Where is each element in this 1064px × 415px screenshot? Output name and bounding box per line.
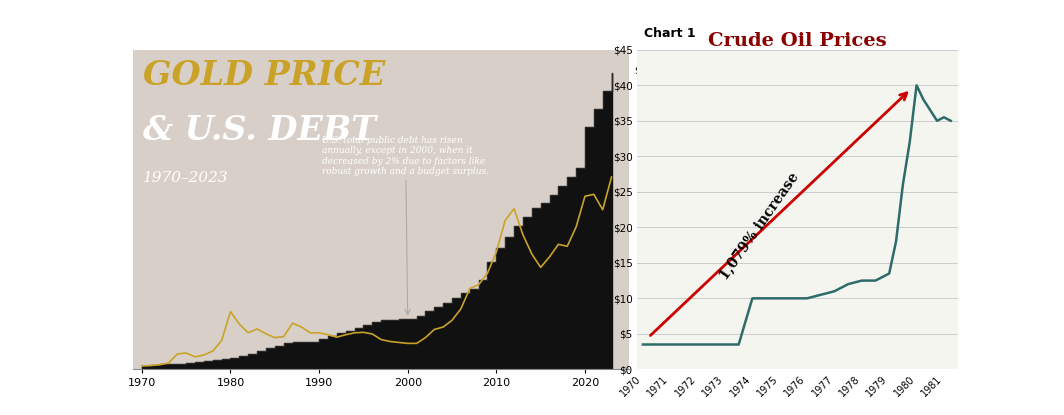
Text: & U.S. DEBT: & U.S. DEBT — [143, 114, 376, 147]
Text: 1,079% increase: 1,079% increase — [717, 169, 801, 282]
Title: Crude Oil Prices: Crude Oil Prices — [709, 32, 886, 50]
Text: U.S. total public debt has risen
annually, except in 2000, when it
decreased by : U.S. total public debt has risen annuall… — [321, 136, 488, 176]
Text: GOLD PRICE: GOLD PRICE — [143, 59, 385, 93]
Text: 1970–2023: 1970–2023 — [143, 171, 229, 185]
Text: $1: $1 — [634, 66, 647, 76]
Text: Chart 1: Chart 1 — [644, 27, 696, 40]
